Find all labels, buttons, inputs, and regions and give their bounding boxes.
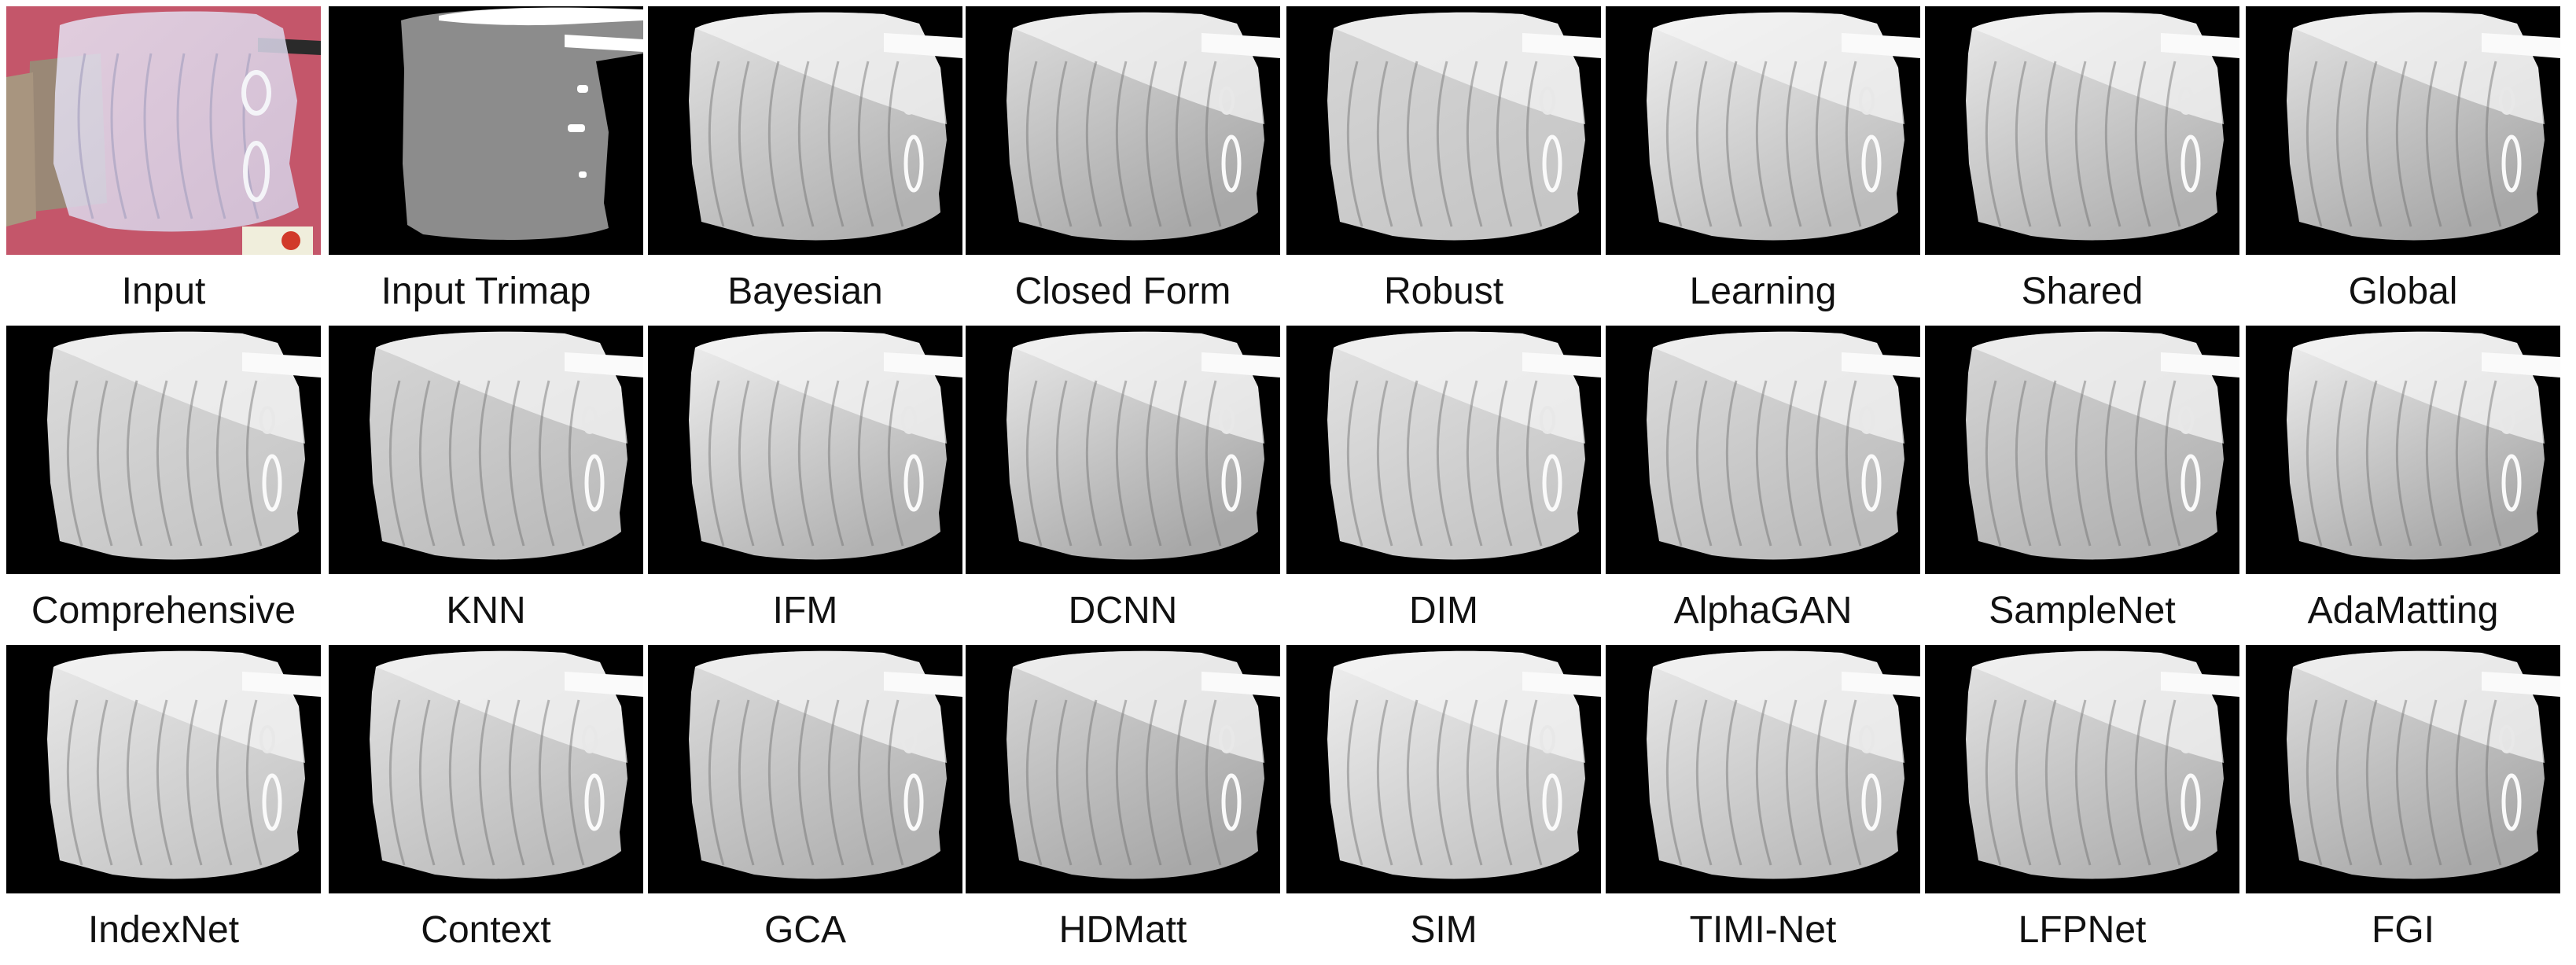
comprehensive-image (6, 326, 321, 574)
input-image (6, 6, 321, 255)
adamatting-image (2246, 326, 2560, 574)
indexnet-image (6, 645, 321, 893)
caption-global: Global (2246, 268, 2560, 315)
caption-adamatting: AdaMatting (2246, 587, 2560, 635)
image-frame (2246, 6, 2560, 255)
image-frame (966, 326, 1280, 574)
closed-form-image (966, 6, 1280, 255)
image-frame (1925, 326, 2239, 574)
sim-image (1286, 645, 1601, 893)
fgi-image (2246, 645, 2560, 893)
caption-input: Input (6, 268, 321, 315)
image-frame (648, 645, 962, 893)
dcnn-image (966, 326, 1280, 574)
caption-samplenet: SampleNet (1925, 587, 2239, 635)
caption-alphagan: AlphaGAN (1606, 587, 1920, 635)
image-frame (1286, 326, 1601, 574)
caption-timi-net: TIMI-Net (1606, 907, 1920, 954)
shared-image (1925, 6, 2239, 255)
caption-dcnn: DCNN (966, 587, 1280, 635)
image-frame (329, 326, 643, 574)
image-frame (648, 6, 962, 255)
image-frame (6, 645, 321, 893)
alphagan-image (1606, 326, 1920, 574)
caption-robust: Robust (1286, 268, 1601, 315)
caption-trimap: Input Trimap (329, 268, 643, 315)
context-image (329, 645, 643, 893)
image-frame (2246, 645, 2560, 893)
gca-image (648, 645, 962, 893)
image-frame (2246, 326, 2560, 574)
knn-image (329, 326, 643, 574)
image-frame (6, 326, 321, 574)
caption-dim: DIM (1286, 587, 1601, 635)
caption-learning: Learning (1606, 268, 1920, 315)
caption-knn: KNN (329, 587, 643, 635)
image-frame (1606, 645, 1920, 893)
image-frame (6, 6, 321, 255)
caption-indexnet: IndexNet (6, 907, 321, 954)
image-frame (966, 645, 1280, 893)
samplenet-image (1925, 326, 2239, 574)
caption-hdmatt: HDMatt (966, 907, 1280, 954)
image-frame (648, 326, 962, 574)
image-frame (1286, 6, 1601, 255)
image-frame (1286, 645, 1601, 893)
dim-image (1286, 326, 1601, 574)
caption-bayesian: Bayesian (648, 268, 962, 315)
caption-shared: Shared (1925, 268, 2239, 315)
global-image (2246, 6, 2560, 255)
image-frame (966, 6, 1280, 255)
robust-image (1286, 6, 1601, 255)
trimap-image (329, 6, 643, 255)
image-frame (329, 645, 643, 893)
caption-lfpnet: LFPNet (1925, 907, 2239, 954)
bayesian-image (648, 6, 962, 255)
caption-closed-form: Closed Form (966, 268, 1280, 315)
lfpnet-image (1925, 645, 2239, 893)
image-frame (1925, 6, 2239, 255)
caption-fgi: FGI (2246, 907, 2560, 954)
image-frame (329, 6, 643, 255)
ifm-image (648, 326, 962, 574)
caption-gca: GCA (648, 907, 962, 954)
caption-context: Context (329, 907, 643, 954)
caption-comprehensive: Comprehensive (6, 587, 321, 635)
timi-net-image (1606, 645, 1920, 893)
image-frame (1606, 6, 1920, 255)
caption-ifm: IFM (648, 587, 962, 635)
hdmatt-image (966, 645, 1280, 893)
learning-image (1606, 6, 1920, 255)
image-frame (1925, 645, 2239, 893)
image-frame (1606, 326, 1920, 574)
caption-sim: SIM (1286, 907, 1601, 954)
